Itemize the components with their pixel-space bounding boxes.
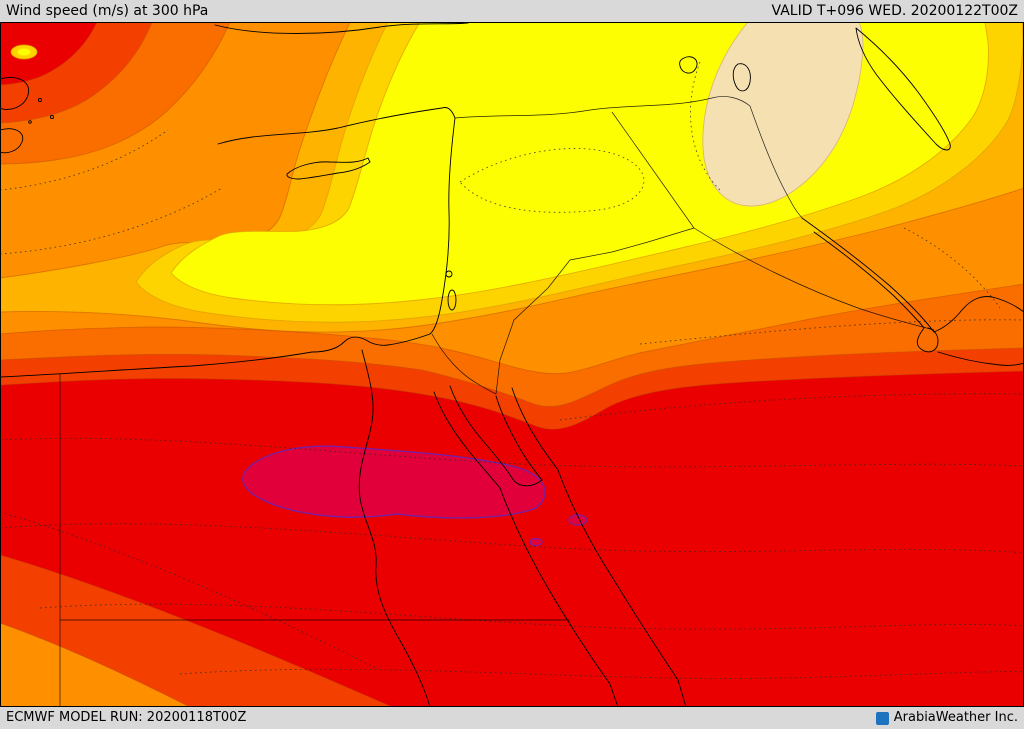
sea-of-galilee	[445, 270, 453, 278]
wind-bands	[0, 22, 1024, 707]
border-turkey-syria	[454, 96, 751, 119]
gulf-of-suez-east	[449, 385, 513, 479]
brand-name: ArabiaWeather Inc.	[893, 710, 1018, 725]
dotted-contour	[179, 668, 1024, 679]
persian-gulf-south	[813, 231, 939, 353]
map-area	[0, 22, 1024, 707]
wind-speed-map	[0, 22, 1024, 707]
dead-sea	[447, 289, 457, 311]
coastline-aegean-1	[0, 77, 30, 110]
caspian-sea	[855, 27, 951, 151]
gulf-of-suez-west	[433, 391, 501, 489]
dotted-contour	[0, 187, 223, 255]
island-dot	[49, 114, 55, 120]
dotted-contour	[0, 523, 1024, 554]
brand: ArabiaWeather Inc.	[875, 707, 1018, 729]
footer-bar: ECMWF MODEL RUN: 20200118T00Z ArabiaWeat…	[0, 707, 1024, 729]
gulf-of-aqaba-east	[511, 387, 559, 471]
border-syria-iraq	[611, 111, 695, 229]
dotted-contour	[639, 319, 1024, 345]
border-iran-iraq	[749, 105, 803, 219]
lake-van	[679, 56, 698, 74]
dotted-contours	[0, 61, 1024, 679]
local-speck-yellow	[17, 48, 31, 56]
river-nile	[358, 349, 431, 707]
band-corner-red	[0, 22, 98, 86]
border-egypt-israel	[431, 333, 497, 395]
band-sw-orange	[0, 622, 191, 707]
brand-logo-icon	[875, 711, 889, 725]
borders	[59, 96, 935, 707]
persian-gulf-north	[801, 217, 935, 333]
lake-urmia	[732, 63, 751, 92]
model-run-label: ECMWF MODEL RUN: 20200118T00Z	[6, 710, 247, 725]
wind-max-core	[242, 445, 546, 519]
strait-of-hormuz	[933, 296, 1024, 333]
coastline-mediterranean	[0, 107, 456, 378]
map-title: Wind speed (m/s) at 300 hPa	[6, 3, 209, 19]
coastline-aegean-2	[0, 128, 24, 154]
gulf-of-oman-coast	[937, 351, 1024, 366]
gulf-of-aqaba-west	[495, 395, 543, 481]
wind-max-satellite-1	[568, 514, 588, 526]
header-bar: Wind speed (m/s) at 300 hPa VALID T+096 …	[0, 0, 1024, 22]
wind-max-satellite-2	[529, 537, 543, 547]
coastline-black-sea	[214, 22, 469, 34]
coastlines	[0, 22, 1024, 707]
island-dot	[28, 120, 32, 124]
island-dot	[37, 97, 43, 103]
red-sea-west	[499, 487, 619, 707]
border-jordan-saudi	[495, 227, 695, 395]
band-cream	[702, 22, 864, 207]
dotted-contour	[0, 437, 1024, 468]
dotted-contour	[0, 129, 169, 191]
island-cyprus	[286, 157, 371, 180]
sinai-tip	[511, 477, 543, 487]
valid-time-label: VALID T+096 WED. 20200122T00Z	[771, 3, 1018, 19]
red-sea-east	[557, 469, 687, 707]
brand-logo-square	[875, 711, 889, 725]
dotted-contour	[459, 148, 645, 213]
border-iraq-saudi	[693, 227, 935, 331]
